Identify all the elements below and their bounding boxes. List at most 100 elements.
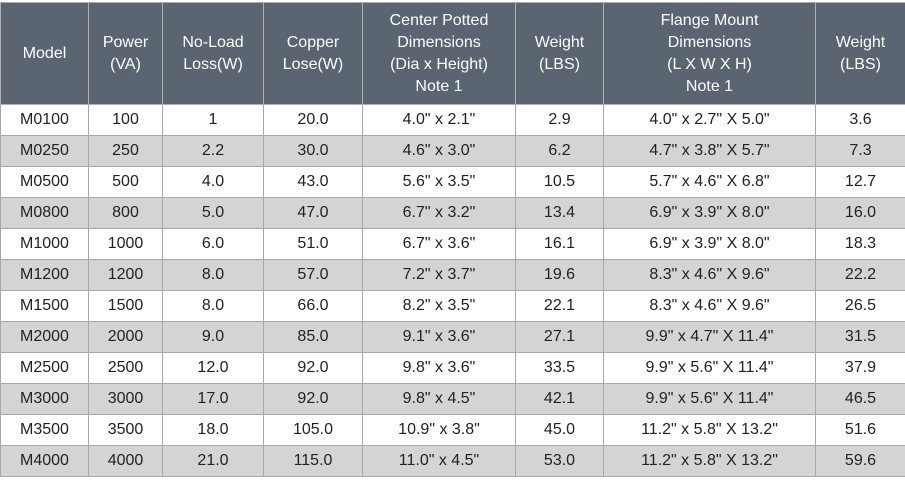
table-cell: 18.3 (816, 229, 905, 260)
header-text: Note 1 (363, 76, 515, 98)
table-cell: 57.0 (264, 260, 363, 291)
table-cell: 2.9 (516, 105, 604, 136)
table-cell: 2500 (89, 353, 163, 384)
table-cell: 8.3" x 4.6" X 9.6" (604, 291, 816, 322)
header-text: (LBS) (516, 54, 603, 76)
table-cell: 1200 (89, 260, 163, 291)
table-cell: 53.0 (516, 446, 604, 477)
header-text: Note 1 (604, 76, 815, 98)
table-cell: 6.9" x 3.9" X 8.0" (604, 229, 816, 260)
table-cell: 30.0 (264, 136, 363, 167)
table-cell: 19.6 (516, 260, 604, 291)
table-cell: 37.9 (816, 353, 905, 384)
table-cell: M1000 (1, 229, 89, 260)
table-cell: 11.2" x 5.8" X 13.2" (604, 446, 816, 477)
header-text: Loss(W) (163, 54, 263, 76)
table-cell: 3.6 (816, 105, 905, 136)
table-cell: 2.2 (163, 136, 264, 167)
header-text: Dimensions (604, 32, 815, 54)
table-cell: 9.1" x 3.6" (363, 322, 516, 353)
table-cell: 45.0 (516, 415, 604, 446)
table-cell: 20.0 (264, 105, 363, 136)
table-cell: 46.5 (816, 384, 905, 415)
table-cell: 3000 (89, 384, 163, 415)
table-cell: M2500 (1, 353, 89, 384)
table-cell: 10.9" x 3.8" (363, 415, 516, 446)
table-cell: M3000 (1, 384, 89, 415)
table-cell: M0250 (1, 136, 89, 167)
table-cell: 3500 (89, 415, 163, 446)
table-cell: 2000 (89, 322, 163, 353)
header-text: Weight (816, 32, 905, 54)
table-cell: 6.7" x 3.2" (363, 198, 516, 229)
table-cell: M1500 (1, 291, 89, 322)
table-cell: 6.9" x 3.9" X 8.0" (604, 198, 816, 229)
header-text: Dimensions (363, 32, 515, 54)
header-cell: Weight(LBS) (816, 3, 905, 105)
table-cell: 16.1 (516, 229, 604, 260)
table-cell: 5.0 (163, 198, 264, 229)
table-cell: 26.5 (816, 291, 905, 322)
table-cell: 1 (163, 105, 264, 136)
header-text: Center Potted (363, 10, 515, 32)
table-cell: 11.0" x 4.5" (363, 446, 516, 477)
table-cell: 18.0 (163, 415, 264, 446)
table-cell: 17.0 (163, 384, 264, 415)
table-cell: 1000 (89, 229, 163, 260)
table-cell: 51.6 (816, 415, 905, 446)
table-cell: 5.6" x 3.5" (363, 167, 516, 198)
table-cell: 105.0 (264, 415, 363, 446)
table-cell: 21.0 (163, 446, 264, 477)
table-cell: 800 (89, 198, 163, 229)
table-cell: 8.0 (163, 260, 264, 291)
table-cell: M3500 (1, 415, 89, 446)
table-cell: 9.8" x 4.5" (363, 384, 516, 415)
table-cell: 22.2 (816, 260, 905, 291)
table-cell: 250 (89, 136, 163, 167)
table-cell: 8.0 (163, 291, 264, 322)
table-cell: 43.0 (264, 167, 363, 198)
header-text: Flange Mount (604, 10, 815, 32)
table-cell: 100 (89, 105, 163, 136)
table-cell: 6.7" x 3.6" (363, 229, 516, 260)
table-cell: 59.6 (816, 446, 905, 477)
table-cell: M0800 (1, 198, 89, 229)
table-cell: 4.6" x 3.0" (363, 136, 516, 167)
table-cell: 4000 (89, 446, 163, 477)
table-cell: 8.3" x 4.6" X 9.6" (604, 260, 816, 291)
table-cell: 11.2" x 5.8" X 13.2" (604, 415, 816, 446)
table-cell: 10.5 (516, 167, 604, 198)
table-cell: M0100 (1, 105, 89, 136)
table-cell: 9.0 (163, 322, 264, 353)
header-text: Power (89, 32, 162, 54)
table-cell: M4000 (1, 446, 89, 477)
table-cell: 92.0 (264, 353, 363, 384)
table-cell: 5.7" x 4.6" X 6.8" (604, 167, 816, 198)
table-cell: 12.0 (163, 353, 264, 384)
table-cell: 66.0 (264, 291, 363, 322)
table-cell: 27.1 (516, 322, 604, 353)
table-cell: M2000 (1, 322, 89, 353)
header-text: (Dia x Height) (363, 54, 515, 76)
table-cell: 16.0 (816, 198, 905, 229)
table-cell: 115.0 (264, 446, 363, 477)
header-text: (L X W X H) (604, 54, 815, 76)
table-cell: 8.2" x 3.5" (363, 291, 516, 322)
header-text: Weight (516, 32, 603, 54)
table-cell: 4.7" x 3.8" X 5.7" (604, 136, 816, 167)
header-text: (VA) (89, 54, 162, 76)
table-cell: 33.5 (516, 353, 604, 384)
